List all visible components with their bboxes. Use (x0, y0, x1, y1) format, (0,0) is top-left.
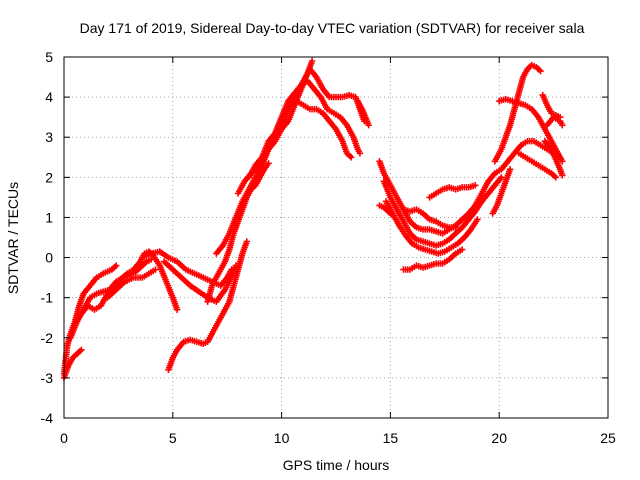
y-tick-label: -1 (41, 290, 54, 306)
series-arc-28 (541, 138, 566, 179)
y-tick-label: 0 (45, 250, 53, 266)
series-arc-20 (400, 246, 466, 273)
data-point (243, 238, 250, 245)
data-point (265, 160, 272, 167)
series-arc-16 (380, 174, 505, 249)
series-arc-22 (491, 61, 544, 165)
series-arc-27 (543, 113, 566, 129)
y-tick-labels: -4 -3 -2 -1 0 1 2 3 4 5 (41, 49, 54, 426)
series-arc-6 (139, 248, 235, 289)
y-tick-label: 3 (45, 129, 53, 145)
chart-title: Day 171 of 2019, Sidereal Day-to-day VTE… (80, 20, 585, 36)
y-tick-label: 4 (45, 89, 53, 105)
series-arc-17 (382, 198, 481, 257)
y-tick-label: -4 (41, 410, 54, 426)
y-axis-label: SDTVAR / TECUs (5, 182, 21, 294)
data-point (356, 150, 364, 157)
data-point (472, 182, 479, 189)
data-point (365, 121, 372, 129)
series-arc-5 (104, 266, 159, 301)
data-point (559, 158, 566, 165)
grid-lines (64, 57, 608, 418)
series-arc-25 (489, 166, 514, 217)
data-point (552, 174, 559, 181)
y-tick-label: 1 (45, 209, 53, 225)
data-point (308, 57, 316, 65)
y-tick-label: -2 (41, 330, 54, 346)
series-arc-18 (376, 202, 396, 219)
data-point (389, 212, 396, 219)
data-point (113, 262, 120, 269)
series-arc-19 (400, 206, 459, 231)
x-axis-label: GPS time / hours (283, 457, 390, 473)
data-point (559, 172, 566, 179)
plot-frame (63, 56, 609, 419)
y-tick-label: -3 (41, 370, 54, 386)
data-point (537, 67, 544, 75)
data-point (474, 216, 481, 223)
x-tick-label: 5 (169, 430, 177, 446)
x-tick-label: 15 (383, 430, 399, 446)
series-arc-23 (496, 95, 566, 165)
series-arc-8 (165, 238, 250, 374)
x-tick-label: 20 (491, 430, 507, 446)
data-point (489, 210, 496, 217)
data-point (459, 246, 466, 253)
data-point (498, 174, 505, 181)
series-arc-24 (515, 150, 559, 181)
axis-ticks (63, 56, 609, 419)
x-tick-labels: 0 5 10 15 20 25 (60, 430, 616, 446)
series-arc-26 (539, 91, 564, 121)
y-tick-label: 5 (45, 49, 53, 65)
series-arc-21 (426, 182, 479, 201)
series-arc-2 (60, 346, 85, 382)
data-point (452, 224, 459, 231)
data-point (559, 121, 566, 129)
series-arc-9 (204, 160, 272, 305)
series-arc-14 (354, 97, 372, 129)
data-point (348, 154, 355, 161)
series-arc-13 (267, 97, 355, 161)
x-tick-label: 0 (60, 430, 68, 446)
x-tick-label: 10 (274, 430, 290, 446)
data-points (60, 57, 566, 382)
data-point (152, 266, 159, 273)
data-point (78, 346, 85, 354)
data-point (173, 306, 181, 313)
x-tick-label: 25 (600, 430, 616, 446)
y-tick-label: 2 (45, 169, 53, 185)
